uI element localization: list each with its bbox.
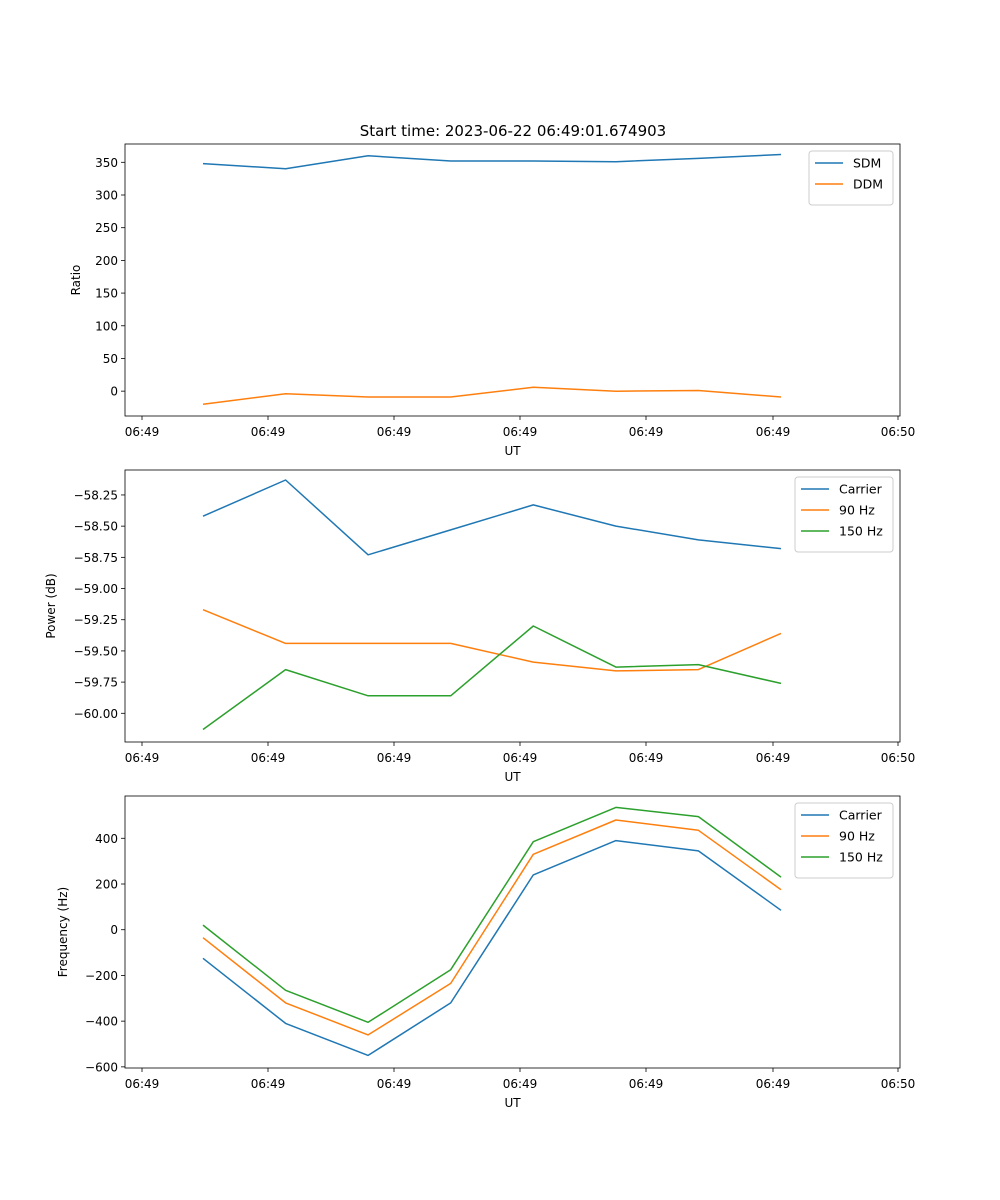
y-tick-label: 250 bbox=[95, 221, 118, 235]
y-tick-label: −60.00 bbox=[74, 707, 118, 721]
axes-frame bbox=[124, 143, 901, 417]
y-tick-label: −600 bbox=[85, 1060, 118, 1074]
x-tick-label: 06:49 bbox=[125, 1077, 160, 1091]
x-tick-label: 06:50 bbox=[881, 751, 916, 765]
series-line-150-hz bbox=[202, 806, 782, 1024]
y-tick-label: 50 bbox=[103, 352, 118, 366]
y-axis-label: Ratio bbox=[69, 265, 83, 296]
x-tick-label: 06:49 bbox=[756, 751, 791, 765]
axes-frame bbox=[124, 469, 901, 743]
legend-label: 150 Hz bbox=[839, 524, 883, 539]
legend-label: 150 Hz bbox=[839, 850, 883, 865]
legend-box bbox=[794, 476, 894, 553]
y-tick-label: 200 bbox=[95, 254, 118, 268]
y-axis-label: Power (dB) bbox=[44, 573, 58, 638]
legend-label: DDM bbox=[853, 177, 883, 192]
series-line-90-hz bbox=[202, 819, 782, 1036]
x-tick-label: 06:49 bbox=[377, 425, 412, 439]
frequency-chart: 06:49 06:49 06:49 06:49 06:49 06:49 06:50 UT −60… bbox=[56, 795, 916, 1110]
legend-label: Carrier bbox=[839, 808, 883, 823]
y-tick-label: −200 bbox=[85, 969, 118, 983]
x-tick-label: 06:49 bbox=[377, 1077, 412, 1091]
x-tick-label: 06:49 bbox=[125, 751, 160, 765]
legend-label: 90 Hz bbox=[839, 829, 875, 844]
y-tick-label: 100 bbox=[95, 319, 118, 333]
legend-label: SDM bbox=[853, 156, 881, 171]
y-tick-label: −58.50 bbox=[74, 520, 118, 534]
y-tick-label: 0 bbox=[110, 385, 118, 399]
series-line-150-hz bbox=[202, 625, 782, 731]
series-line-sdm bbox=[202, 153, 782, 170]
x-tick-label: 06:49 bbox=[756, 1077, 791, 1091]
y-tick-label: 300 bbox=[95, 189, 118, 203]
x-tick-label: 06:49 bbox=[503, 751, 538, 765]
x-tick-label: 06:49 bbox=[251, 1077, 286, 1091]
x-tick-label: 06:50 bbox=[881, 1077, 916, 1091]
x-tick-label: 06:49 bbox=[251, 751, 286, 765]
y-tick-label: 200 bbox=[95, 878, 118, 892]
x-axis-label: UT bbox=[504, 770, 521, 784]
legend-label: Carrier bbox=[839, 482, 883, 497]
x-tick-label: 06:49 bbox=[251, 425, 286, 439]
power-chart: 06:49 06:49 06:49 06:49 06:49 06:49 06:50 UT −60… bbox=[44, 469, 916, 784]
x-tick-label: 06:49 bbox=[629, 425, 664, 439]
x-tick-label: 06:49 bbox=[629, 1077, 664, 1091]
y-tick-label: −400 bbox=[85, 1015, 118, 1029]
x-tick-label: 06:49 bbox=[377, 751, 412, 765]
x-tick-label: 06:49 bbox=[125, 425, 160, 439]
ratio-chart: 06:49 06:49 06:49 06:49 06:49 06:49 06:50 UT 0 50… bbox=[69, 143, 916, 458]
y-tick-label: 150 bbox=[95, 287, 118, 301]
figure-title: Start time: 2023-06-22 06:49:01.674903 bbox=[360, 122, 666, 140]
x-tick-label: 06:49 bbox=[503, 425, 538, 439]
x-axis-label: UT bbox=[504, 444, 521, 458]
x-tick-label: 06:49 bbox=[756, 425, 791, 439]
axes-frame bbox=[124, 795, 901, 1069]
legend-box bbox=[808, 150, 894, 206]
series-line-ddm bbox=[202, 386, 782, 405]
y-tick-label: −58.75 bbox=[74, 551, 118, 565]
y-tick-label: −59.50 bbox=[74, 644, 118, 658]
series-line-90-hz bbox=[202, 609, 782, 672]
y-tick-label: −59.25 bbox=[74, 613, 118, 627]
x-axis-label: UT bbox=[504, 1096, 521, 1110]
y-tick-label: 0 bbox=[110, 923, 118, 937]
y-tick-label: 400 bbox=[95, 832, 118, 846]
y-tick-label: 350 bbox=[95, 156, 118, 170]
x-tick-label: 06:49 bbox=[503, 1077, 538, 1091]
series-line-carrier bbox=[202, 839, 782, 1057]
y-axis-label: Frequency (Hz) bbox=[56, 887, 70, 978]
series-line-carrier bbox=[202, 479, 782, 556]
y-tick-label: −58.25 bbox=[74, 488, 118, 502]
y-tick-label: −59.75 bbox=[74, 676, 118, 690]
x-tick-label: 06:49 bbox=[629, 751, 664, 765]
legend-box bbox=[794, 802, 894, 879]
y-tick-label: −59.00 bbox=[74, 582, 118, 596]
x-tick-label: 06:50 bbox=[881, 425, 916, 439]
legend-label: 90 Hz bbox=[839, 503, 875, 518]
